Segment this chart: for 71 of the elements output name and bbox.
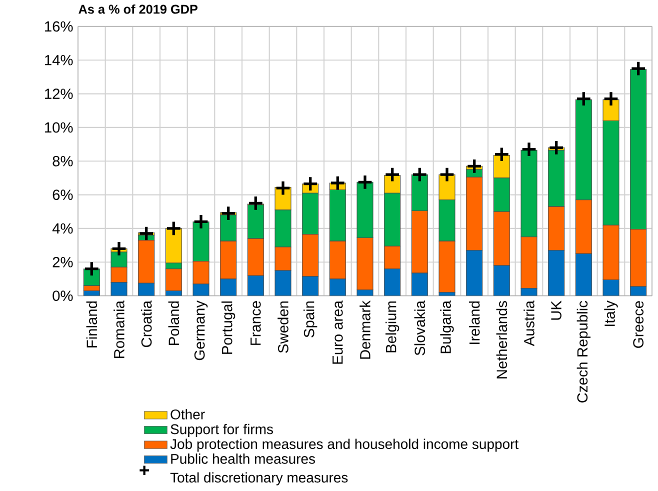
point [602,90,619,107]
x-tick-label: Romania [114,300,124,358]
point [494,146,510,162]
x-tick-label: France [250,301,261,346]
point [193,214,210,230]
x-tick-label: Spain [304,302,318,338]
y-tick-label: 16% [45,21,73,32]
legend-label: Support for firms [170,424,273,438]
point [84,260,100,277]
y-tick-label: 2% [52,257,73,268]
bar [329,278,346,296]
bar [302,276,319,296]
y-tick-label: 14% [45,55,73,66]
x-tick-label: UK [551,300,562,320]
x-tick-label: Austria [524,300,534,346]
x-tick-label: Slovakia [414,300,426,356]
x-tick-label: Greece [633,301,644,348]
x-tick-label: Belgium [386,302,400,352]
point [138,226,154,242]
point [248,195,264,212]
point [548,140,564,156]
bar [548,250,565,296]
point [111,240,128,257]
bar [411,272,428,296]
bar [220,278,237,296]
bar [247,275,264,296]
point [302,176,318,192]
x-tick-label: Ireland [468,302,480,344]
bar [602,280,620,296]
bar [111,282,128,296]
x-tick-label: Finland [86,302,98,348]
point [576,90,592,107]
point [357,174,373,190]
y-tick-label: 8% [52,156,73,166]
bar [138,283,154,296]
x-tick-label: Germany [194,300,208,360]
x-tick-label: Euro area [332,300,343,364]
bar [575,254,592,296]
y-tick-label: 6% [52,190,73,200]
bar [493,265,510,296]
y-tick-label: 0% [52,290,73,302]
y-tick-label: 12% [45,88,73,100]
point [220,205,236,222]
bar [384,268,401,296]
bar [274,270,292,296]
point [439,166,455,183]
bar [466,250,483,296]
y-tick-label: 4% [52,223,73,234]
x-tick-label: Poland [168,302,180,346]
x-tick-label: Czech Republic [576,301,590,403]
point [630,60,646,77]
x-tick-label: Sweden [278,302,288,353]
point [520,141,537,158]
chart-title: As a % of 2019 GDP [78,4,198,14]
x-tick-label: Bulgaria [440,300,454,354]
point [412,166,428,183]
y-tick-label: 10% [45,122,73,133]
legend-label: Total discretionary measures [170,472,348,486]
x-tick-label: Croatia [140,300,152,348]
x-tick-label: Portugal [222,302,236,354]
legend-label: Public health measures [171,454,316,464]
legend-label: Job protection measures and household income support [170,438,519,452]
point [330,175,346,192]
x-tick-label: Denmark [360,300,370,359]
point [275,180,292,196]
point [384,166,400,183]
x-tick-label: Netherlands [496,301,508,378]
legend-label: Other [170,409,205,420]
point [166,220,182,237]
x-tick-label: Italy [604,300,618,326]
point [466,158,482,174]
